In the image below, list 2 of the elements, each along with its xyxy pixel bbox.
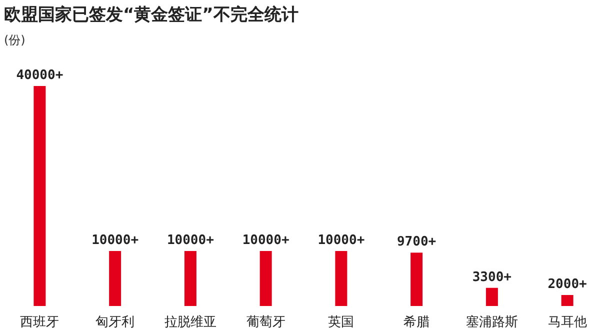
title: 欧盟国家已签发“黄金签证”不完全统计	[4, 5, 298, 25]
ylabel: (份)	[4, 33, 26, 47]
